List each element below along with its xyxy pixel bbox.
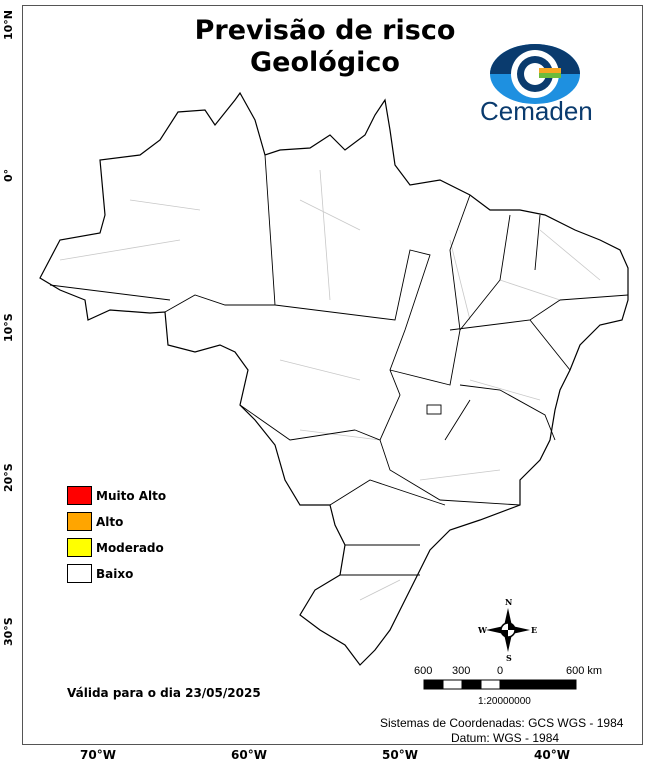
legend-item-moderado: Moderado	[67, 538, 164, 557]
coordinate-system: Sistemas de Coordenadas: GCS WGS - 1984	[380, 716, 624, 730]
scale-label-600: 600	[414, 665, 433, 677]
legend-swatch	[67, 486, 92, 505]
legend-item-muito-alto: Muito Alto	[67, 486, 166, 505]
scale-label-600km: 600 km	[566, 665, 603, 677]
compass-w: W	[478, 625, 487, 635]
legend-item-alto: Alto	[67, 512, 123, 531]
lat-label-30s: 30°S	[2, 617, 15, 646]
compass-n: N	[505, 597, 513, 607]
legend-swatch	[67, 512, 92, 531]
municipal-boundaries	[59, 169, 601, 601]
logo-text: Cemaden	[480, 96, 593, 126]
scale-label-0: 0	[497, 665, 504, 677]
title-line-2: Geológico	[250, 47, 400, 78]
scale-ratio: 1:20000000	[478, 696, 531, 707]
legend-item-baixo: Baixo	[67, 564, 133, 583]
legend-label: Alto	[96, 514, 124, 529]
legend-swatch	[67, 538, 92, 557]
lat-label-10n: 10°N	[2, 9, 15, 40]
valid-date: Válida para o dia 23/05/2025	[67, 686, 261, 700]
scale-bar	[423, 679, 577, 690]
compass-e: E	[531, 625, 538, 635]
state-boundaries	[49, 154, 629, 576]
lon-label-50w: 50°W	[382, 748, 418, 762]
legend-swatch	[67, 564, 92, 583]
cemaden-logo	[490, 44, 580, 104]
scale-label-300: 300	[452, 665, 471, 677]
datum: Datum: WGS - 1984	[451, 731, 560, 745]
lon-label-40w: 40°W	[534, 748, 570, 762]
title-line-1: Previsão de risco	[194, 15, 456, 46]
compass-rose	[486, 608, 530, 652]
compass-s: S	[506, 653, 512, 663]
lon-label-60w: 60°W	[231, 748, 267, 762]
legend-label: Baixo	[96, 566, 134, 581]
map-title: Previsão de risco Geológico	[180, 15, 470, 79]
map-frame	[22, 5, 643, 745]
lat-label-0: 0°	[2, 168, 15, 182]
lat-label-10s: 10°S	[2, 313, 15, 342]
lon-label-70w: 70°W	[80, 748, 116, 762]
legend-label: Moderado	[96, 540, 164, 555]
brazil-outline	[39, 91, 629, 666]
legend-label: Muito Alto	[96, 488, 167, 503]
lat-label-20s: 20°S	[2, 463, 15, 492]
